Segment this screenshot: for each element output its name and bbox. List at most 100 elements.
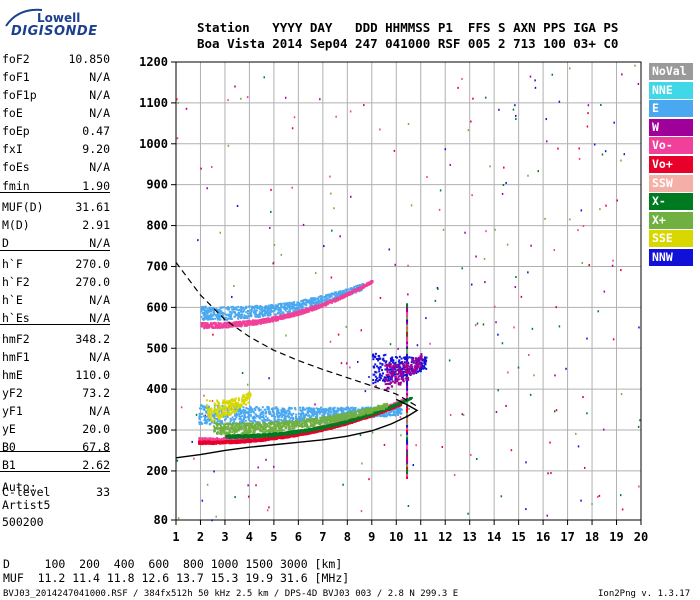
trace-point-vo [303,433,306,436]
noise-point [284,96,287,99]
trace-point-e [228,317,231,320]
trace-point-vo [267,319,270,322]
trace-point-e [280,409,283,412]
trace-point-e [213,414,216,417]
noise-point [185,107,188,110]
trace-point-e [243,316,246,319]
trace-point-e [295,413,298,416]
noise-point [357,360,359,363]
trace-point-vo [351,290,354,293]
trace-point-e [198,418,201,421]
noise-point [234,85,236,88]
trace-point-e [384,415,387,418]
noise-point [227,99,229,102]
noise-point [270,188,272,191]
trace-point-e [269,307,272,310]
trace-point-e [349,406,352,409]
trace-point-vo [216,326,219,329]
trace-point-e [215,313,218,316]
marker-band-point [406,335,409,340]
trace-point-e [283,411,286,414]
trace-point-e [339,290,342,293]
param-row-yf1: yF1 N/A [2,404,110,418]
trace-point-e [302,299,305,302]
noise-point [339,235,341,238]
marker-band-point [406,421,409,426]
trace-point-e [278,412,281,415]
trace-point-e [256,313,259,316]
param-value: 67.8 [82,440,110,454]
trace-point-e [256,304,259,307]
trace-point-e [250,310,253,313]
noise-point [546,140,548,143]
trace-point-e [280,416,283,419]
trace-point-e [336,409,339,412]
trace-point-e [283,308,286,311]
trace-point-e [217,317,220,320]
param-value: N/A [89,293,110,307]
trace-point-e [218,420,221,423]
trace-point-e [311,408,314,411]
trace-point-e [253,312,256,315]
trace-point-e [248,415,251,418]
trace-point-vo [235,323,238,326]
trace-point-e [249,315,252,318]
trace-point-e [219,314,222,317]
trace-point-vo [238,437,241,440]
param-name: M(D) [2,218,30,232]
trace-point-e [241,420,244,423]
trace-point-e [328,295,331,298]
trace-point-e [300,410,303,413]
trace-point-e [250,406,253,409]
noise-point [335,115,337,118]
param-name: h`E [2,293,23,307]
trace-point-e [305,407,308,410]
param-name: MUF(D) [2,200,44,214]
trace-point-e [220,312,223,315]
trace-point-vo [296,314,299,317]
param-row-m-d-: M(D) 2.91 [2,218,110,232]
noise-point [482,323,485,326]
trace-point-e [262,414,265,417]
trace-point-e [293,307,296,310]
trace-point-vo [238,320,241,323]
trace-point-vo [253,440,256,443]
trace-point-e [249,309,252,312]
y-tick-label: 200 [146,464,168,478]
trace-point-e [333,291,336,294]
trace-point-vo [301,310,304,313]
noise-point [177,101,179,104]
trace-point-vo [227,324,230,327]
trace-point-e [323,412,326,415]
trace-point-e [230,418,233,421]
trace-point-vo [284,316,287,319]
trace-point-e [390,409,393,412]
trace-point-vo [371,280,374,283]
trace-point-e [208,306,211,309]
trace-point-e [269,304,272,307]
trace-point-e [202,405,205,408]
trace-point-vo [209,439,212,442]
noise-point [582,396,584,399]
trace-point-e [360,409,363,412]
trace-point-e [322,296,325,299]
noise-point [502,183,505,186]
noise-point [201,499,204,502]
trace-point-e [220,411,223,414]
trace-point-vo [348,292,351,295]
trace-point-e [238,308,241,311]
trace-point-e [280,312,283,315]
noise-point [247,495,250,498]
trace-point-e [360,289,363,292]
trace-point-e [296,301,299,304]
trace-point-vo [243,439,246,442]
noise-point [621,508,624,511]
trace-point-e [328,414,331,417]
trace-point-e [219,318,222,321]
trace-point-e [213,417,216,420]
trace-point-e [314,415,317,418]
trace-point-e [281,411,284,414]
trace-point-vo [260,320,263,323]
trace-point-e [289,302,292,305]
x-tick-label: 9 [368,530,375,544]
